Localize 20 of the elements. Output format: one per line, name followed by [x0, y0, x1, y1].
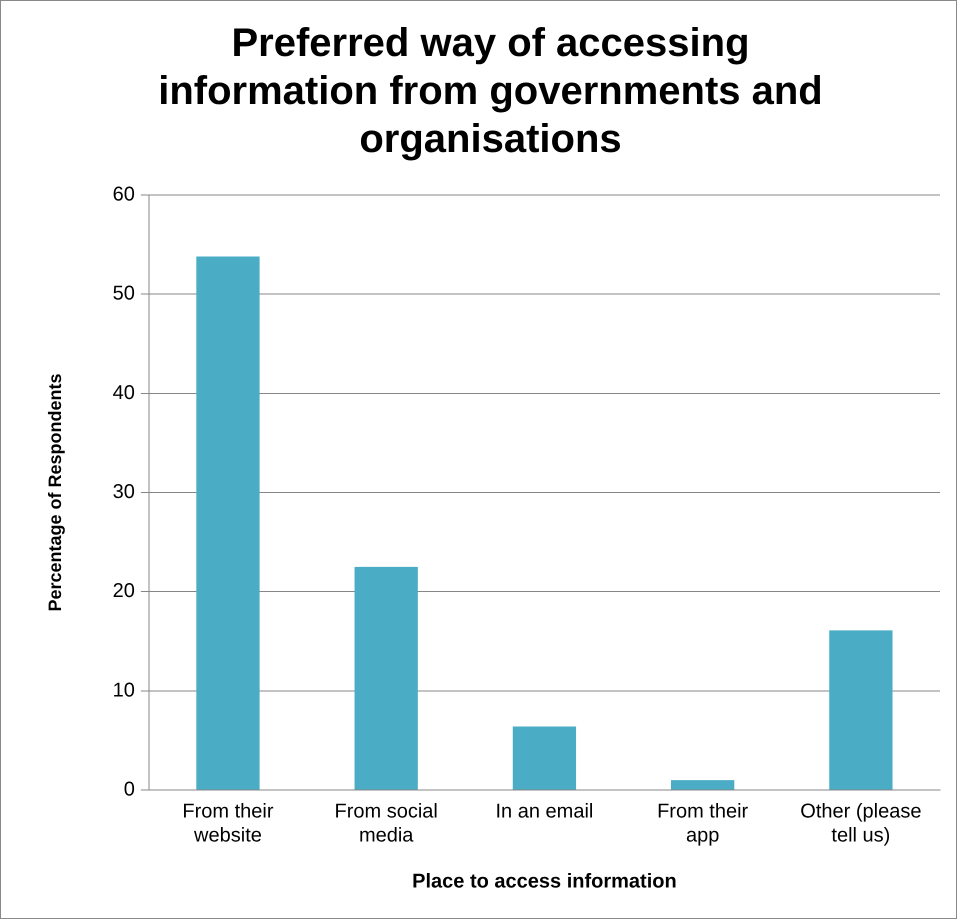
y-tick-label: 50	[112, 282, 135, 305]
y-tick-label: 30	[112, 481, 135, 504]
y-tick-label: 40	[112, 382, 135, 404]
y-tick-label: 0	[124, 778, 135, 801]
x-axis-title: Place to access information	[412, 870, 677, 893]
x-tick-label: Other (please tell us)	[800, 800, 922, 847]
bar	[196, 256, 260, 790]
bar	[512, 726, 576, 790]
bar	[829, 630, 893, 790]
x-tick-label: From their app	[657, 800, 749, 847]
y-tick-label: 10	[112, 679, 135, 702]
x-tick-label: From their website	[182, 800, 274, 847]
y-axis-title: Percentage of Respondents	[44, 373, 65, 612]
y-tick-label: 60	[112, 184, 135, 206]
bar	[354, 566, 418, 790]
x-tick-label: In an email	[496, 800, 594, 823]
y-tick-label: 20	[112, 580, 135, 602]
x-tick-label: From social media	[334, 800, 438, 847]
bar	[671, 780, 734, 790]
chart-title: Preferred way of accessing information from governments and organisations	[158, 21, 823, 162]
